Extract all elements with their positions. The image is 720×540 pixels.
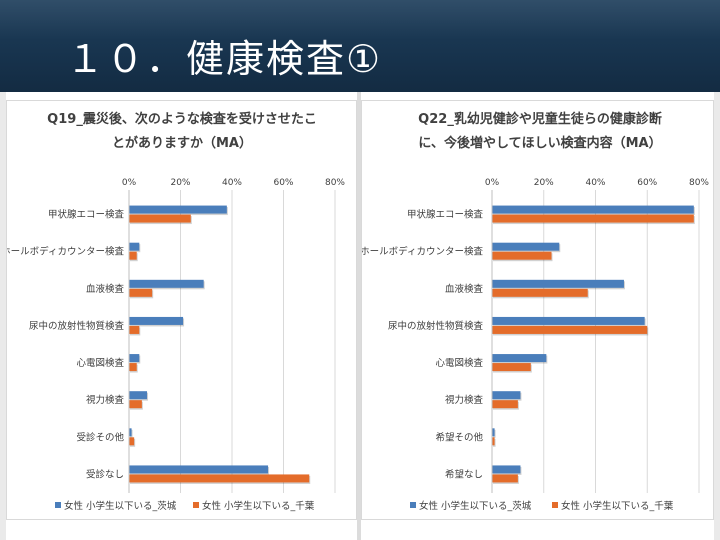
bar-ibaraki xyxy=(129,428,132,437)
category-label: 甲状腺エコー検査 xyxy=(407,209,484,221)
chart-title-line-2: とがありますか（MA） xyxy=(112,135,252,151)
bar-ibaraki xyxy=(492,391,521,400)
category-label: 受診なし xyxy=(86,468,124,480)
bar-chiba xyxy=(129,474,310,483)
bar-ibaraki xyxy=(129,465,269,474)
bar-ibaraki xyxy=(129,391,148,400)
bar-ibaraki xyxy=(492,465,521,474)
category-label: 視力検査 xyxy=(86,394,125,406)
legend-swatch xyxy=(410,502,416,508)
slide-title: １０．健康検査① xyxy=(66,37,383,81)
category-label: ホールボディカウンター検査 xyxy=(7,246,124,258)
chart-panel-q22: Q22_乳幼児健診や児童生徒らの健康診断 に、今後増やしてほしい検査内容（MA） 0… xyxy=(361,100,714,520)
bar-chiba xyxy=(492,251,552,260)
bar-chiba xyxy=(129,214,191,223)
legend-swatch xyxy=(552,502,558,508)
chart-title-line-1: Q22_乳幼児健診や児童生徒らの健康診断 xyxy=(418,111,662,127)
x-tick-label: 60% xyxy=(637,178,657,188)
bar-chiba xyxy=(129,437,135,446)
bar-chiba xyxy=(129,288,153,297)
legend-swatch xyxy=(55,502,61,508)
right-gutter xyxy=(714,92,720,540)
bar-chiba xyxy=(492,400,518,409)
bar-chiba xyxy=(492,214,694,223)
chart-title-line-1: Q19_震災後、次のような検査を受けさせたこ xyxy=(47,111,317,127)
bar-ibaraki xyxy=(492,354,547,363)
bar-ibaraki xyxy=(129,205,227,214)
x-tick-label: 20% xyxy=(170,178,190,188)
x-tick-label: 40% xyxy=(222,178,242,188)
legend-label: 女性 小学生以下いる_千葉 xyxy=(202,500,315,512)
category-label: 血液検査 xyxy=(86,283,125,295)
title-bar-gloss xyxy=(0,0,720,40)
bar-ibaraki xyxy=(492,428,495,437)
bar-chiba xyxy=(492,288,588,297)
category-label: 希望その他 xyxy=(435,431,483,443)
category-label: 希望なし xyxy=(445,468,483,480)
category-label: 尿中の放射性物質検査 xyxy=(29,320,125,332)
bar-ibaraki xyxy=(129,279,204,288)
x-tick-label: 20% xyxy=(534,178,554,188)
chart-title-line-2: に、今後増やしてほしい検査内容（MA） xyxy=(418,135,661,151)
bar-chiba xyxy=(492,363,531,372)
legend-label: 女性 小学生以下いる_茨城 xyxy=(64,500,177,512)
bar-ibaraki xyxy=(492,205,694,214)
x-tick-label: 80% xyxy=(325,178,345,188)
bar-ibaraki xyxy=(129,242,140,251)
bar-ibaraki xyxy=(492,316,645,325)
bar-ibaraki xyxy=(492,242,560,251)
bar-chiba xyxy=(129,400,142,409)
bar-ibaraki xyxy=(129,354,140,363)
bar-chiba xyxy=(129,251,137,260)
category-label: 視力検査 xyxy=(445,394,484,406)
category-label: 心電図検査 xyxy=(76,357,124,369)
legend-label: 女性 小学生以下いる_茨城 xyxy=(419,500,532,512)
x-tick-label: 60% xyxy=(273,178,293,188)
bar-ibaraki xyxy=(492,279,624,288)
x-tick-label: 80% xyxy=(689,178,709,188)
bar-ibaraki xyxy=(129,316,184,325)
left-gutter xyxy=(0,92,6,540)
category-label: 尿中の放射性物質検査 xyxy=(388,320,484,332)
bar-chiba xyxy=(129,325,140,334)
chart-panel-q19: Q19_震災後、次のような検査を受けさせたこ とがありますか（MA） 0% 20% 40… xyxy=(6,100,357,520)
category-label: 甲状腺エコー検査 xyxy=(48,209,125,221)
legend-swatch xyxy=(193,502,199,508)
bar-chiba xyxy=(492,325,648,334)
legend-label: 女性 小学生以下いる_千葉 xyxy=(561,500,674,512)
category-label: 血液検査 xyxy=(445,283,484,295)
x-tick-label: 0% xyxy=(485,178,500,188)
x-tick-label: 40% xyxy=(585,178,605,188)
bar-chiba xyxy=(492,437,495,446)
bar-chiba xyxy=(129,363,137,372)
category-label: ホールボディカウンター検査 xyxy=(362,246,483,258)
x-tick-label: 0% xyxy=(122,178,137,188)
category-label: 心電図検査 xyxy=(435,357,483,369)
bar-chiba xyxy=(492,474,518,483)
category-label: 受診その他 xyxy=(76,431,124,443)
title-bar: １０．健康検査① xyxy=(0,0,720,92)
center-divider xyxy=(357,92,361,540)
